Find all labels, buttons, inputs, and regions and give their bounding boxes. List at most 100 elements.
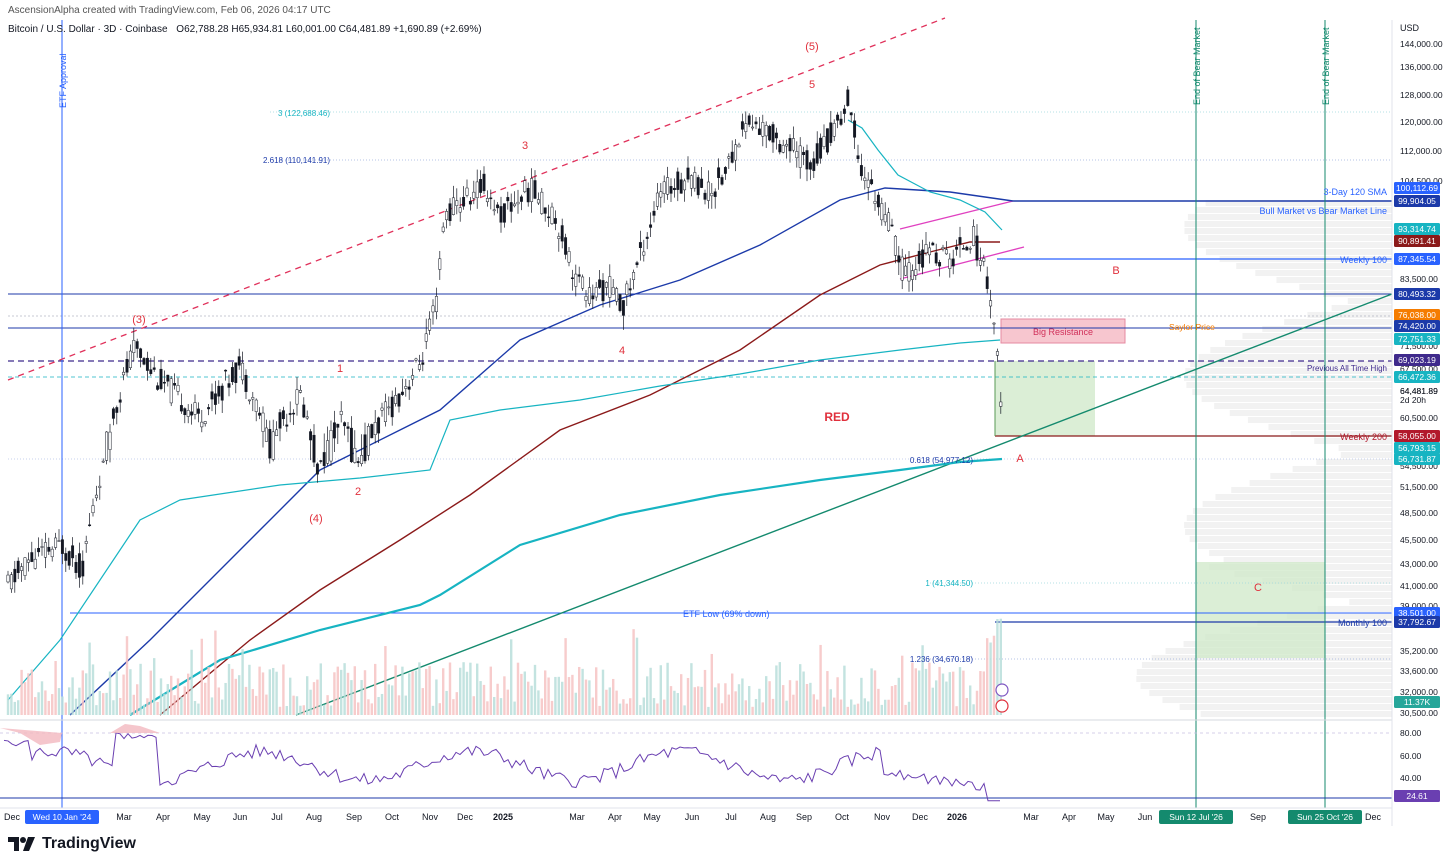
volume-bar xyxy=(319,663,322,715)
volume-bar xyxy=(839,699,843,715)
volume-profile-bar xyxy=(1214,403,1392,409)
volume-profile-bar xyxy=(1249,480,1392,486)
candle-body xyxy=(523,180,527,193)
candle-body xyxy=(268,429,272,459)
volume-bar xyxy=(285,706,288,715)
volume-bar xyxy=(64,702,67,715)
candle-body xyxy=(836,114,840,121)
label-weekly-100: Weekly 100 xyxy=(1340,255,1387,265)
price-badge-value: 100,112.69 xyxy=(1396,183,1438,193)
candle-body xyxy=(975,235,979,261)
candle-body xyxy=(941,247,945,250)
candle-body xyxy=(496,204,500,209)
price-tick: 144,000.00 xyxy=(1400,39,1443,49)
volume-bar xyxy=(557,676,560,715)
time-tick: May xyxy=(193,812,211,822)
volume-bar xyxy=(34,697,37,715)
candle-body xyxy=(380,407,384,411)
volume-bar xyxy=(697,686,700,715)
candle-body xyxy=(594,287,598,298)
volume-profile-bar xyxy=(1323,592,1392,598)
label-big-resistance: Big Resistance xyxy=(1033,327,1093,337)
price-badge xyxy=(1394,616,1440,628)
volume-bar xyxy=(343,663,346,715)
time-tick: May xyxy=(1097,812,1115,822)
volume-bar xyxy=(649,667,652,715)
volume-bar xyxy=(833,697,836,715)
volume-bar xyxy=(955,706,958,715)
volume-profile-bar xyxy=(1331,305,1392,311)
candle-body xyxy=(74,562,78,573)
volume-bar xyxy=(251,689,254,715)
volume-bar xyxy=(612,678,615,715)
volume-bar xyxy=(414,670,418,715)
candle-body xyxy=(173,383,177,386)
candle-body xyxy=(196,408,200,414)
price-badge xyxy=(1394,696,1440,708)
cyan-ma-fast xyxy=(847,119,1003,231)
volume-bar xyxy=(550,700,554,715)
candle-body xyxy=(462,196,466,207)
candle-body xyxy=(227,383,231,388)
volume-bar xyxy=(819,644,822,715)
volume-bar xyxy=(115,670,118,715)
rsi-overbought-fill xyxy=(110,724,160,733)
candle-body xyxy=(258,412,262,416)
volume-bar xyxy=(598,705,601,715)
volume-bar xyxy=(71,677,74,715)
candle-body xyxy=(346,426,350,429)
price-badge-value: 38,501.00 xyxy=(1398,608,1436,618)
candle-body xyxy=(978,260,982,266)
volume-bar xyxy=(805,683,809,715)
tradingview-logo[interactable]: TradingView xyxy=(8,835,136,853)
volume-bar xyxy=(255,695,258,715)
candle-body xyxy=(217,385,221,397)
volume-bar xyxy=(302,705,305,715)
volume-bar xyxy=(567,677,571,715)
volume-bar xyxy=(299,705,302,715)
volume-bar xyxy=(278,706,282,715)
volume-bar xyxy=(758,688,761,715)
candle-body xyxy=(16,560,20,573)
candle-body xyxy=(448,203,452,222)
price-tick: 60,500.00 xyxy=(1400,413,1438,423)
candle-body xyxy=(81,560,85,577)
candle-body xyxy=(686,167,690,180)
volume-bar xyxy=(139,663,142,715)
volume-bar xyxy=(870,668,873,715)
price-tick: 67,500.00 xyxy=(1400,364,1438,374)
volume-bar xyxy=(357,702,360,715)
candle-body xyxy=(156,385,160,390)
time-tick: Jun xyxy=(685,812,700,822)
volume-bar xyxy=(850,699,853,715)
volume-bar xyxy=(843,665,846,715)
volume-bar xyxy=(411,671,414,715)
volume-bar xyxy=(224,682,227,715)
candle-body xyxy=(261,412,265,432)
volume-bar xyxy=(751,706,754,715)
volume-bar xyxy=(482,684,486,715)
candle-body xyxy=(876,194,880,208)
candle-body xyxy=(193,402,197,415)
candle-body xyxy=(849,112,853,116)
volume-bar xyxy=(350,680,353,715)
volume-bar xyxy=(227,663,231,715)
candle-body xyxy=(275,429,279,436)
volume-profile-bar xyxy=(1184,228,1392,234)
candle-body xyxy=(397,393,401,407)
price-badge-value: 72,751.33 xyxy=(1398,334,1436,344)
candle-body xyxy=(672,187,676,191)
ohlc-values: O62,788.28 H65,934.81 L60,001.00 C64,481… xyxy=(176,24,482,35)
candle-body xyxy=(856,155,860,159)
big-resistance-zone xyxy=(1000,318,1126,344)
candle-body xyxy=(829,122,833,143)
volume-bar xyxy=(799,664,802,715)
candle-body xyxy=(730,151,734,163)
candle-body xyxy=(122,371,126,376)
volume-bar xyxy=(887,699,890,715)
candle-body xyxy=(166,374,170,382)
volume-bar xyxy=(258,666,261,715)
volume-bar xyxy=(727,694,730,715)
volume-profile-bar xyxy=(1210,347,1392,353)
long-term-support-line xyxy=(295,293,1393,716)
